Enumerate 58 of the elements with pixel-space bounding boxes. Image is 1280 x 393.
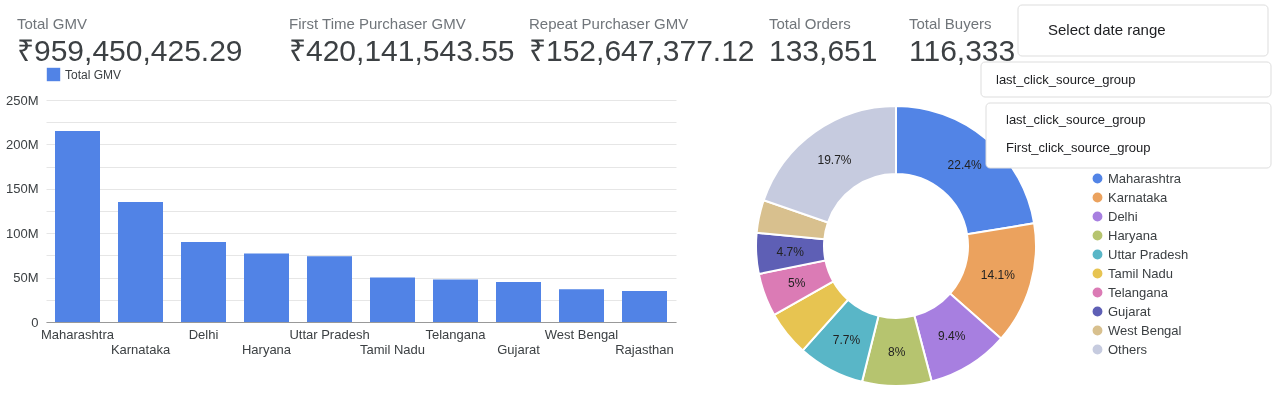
x-tick-label: Delhi — [188, 326, 219, 342]
text: First_click_source_group — [1006, 140, 1151, 155]
y-tick-label: 150M — [5, 181, 39, 197]
x-tick-label: Maharashtra — [41, 326, 115, 342]
legend-label: Uttar Pradesh — [1108, 246, 1189, 262]
data-label: 14.1% — [980, 268, 1016, 283]
text: last_click_source_group — [1006, 112, 1146, 127]
bar — [433, 279, 478, 322]
x-tick-label: Tamil Nadu — [359, 341, 426, 357]
x-tick-label: Telangana — [425, 326, 487, 342]
y-tick-label: 100M — [5, 225, 39, 241]
data-label: 5% — [788, 276, 806, 291]
text: Total Buyers — [909, 15, 992, 32]
x-tick-label: Gujarat — [497, 341, 541, 357]
data-label: 9.4% — [937, 329, 966, 344]
text: Repeat Purchaser GMV — [529, 15, 689, 32]
text: ₹152,647,377.12 — [529, 34, 755, 67]
x-tick-label: Karnataka — [110, 341, 171, 357]
x-tick-label: Haryana — [241, 341, 292, 357]
bar — [370, 277, 415, 322]
legend-label: Tamil Nadu — [1108, 265, 1174, 281]
text: First Time Purchaser GMV — [289, 15, 466, 32]
legend-label: Gujarat — [1108, 303, 1152, 319]
y-tick-label: 0 — [31, 314, 39, 330]
bar — [559, 289, 604, 322]
text: 116,333 — [909, 34, 1016, 67]
x-tick-label: West Bengal — [544, 326, 619, 342]
data-label: 22.4% — [947, 158, 982, 173]
x-tick-label: Uttar Pradesh — [289, 326, 370, 342]
data-label: 7.7% — [832, 332, 861, 347]
data-label: 8% — [887, 345, 906, 359]
text: last_click_source_group — [996, 72, 1136, 87]
y-tick-label: 250M — [5, 92, 39, 108]
bar — [244, 253, 289, 322]
bar — [118, 202, 163, 322]
text: ₹420,141,543.55 — [289, 34, 515, 67]
text: 133,651 — [769, 34, 878, 67]
text: Total Orders — [769, 15, 851, 32]
data-label: 4.7% — [776, 244, 805, 259]
legend-label: Karnataka — [1108, 189, 1169, 205]
legend-label: Total GMV — [65, 67, 122, 82]
legend-label: Haryana — [1108, 227, 1158, 243]
bar — [55, 131, 100, 322]
legend-label: Maharashtra — [1108, 170, 1182, 186]
y-tick-label: 50M — [13, 270, 39, 286]
bar — [622, 290, 667, 322]
y-tick-label: 200M — [5, 136, 39, 152]
text: Select date range — [1048, 21, 1166, 38]
bar — [307, 256, 352, 322]
legend-label: Telangana — [1108, 284, 1169, 300]
bar — [496, 282, 541, 322]
data-label: 19.7% — [817, 152, 852, 167]
x-tick-label: Rajasthan — [615, 341, 674, 357]
legend-label: Others — [1108, 341, 1148, 357]
text: ₹959,450,425.29 — [17, 34, 243, 67]
legend-label: Delhi — [1108, 208, 1138, 224]
bar — [181, 242, 226, 322]
text: Total GMV — [17, 15, 88, 32]
